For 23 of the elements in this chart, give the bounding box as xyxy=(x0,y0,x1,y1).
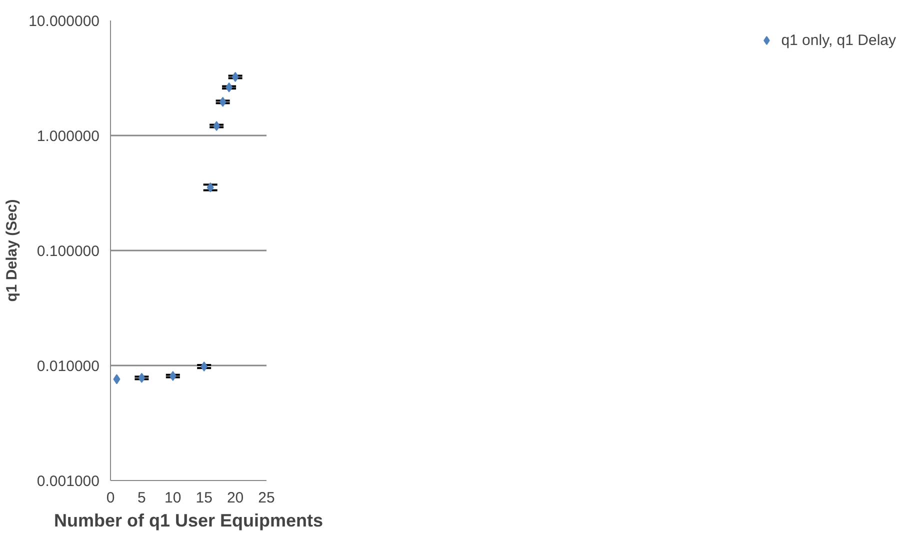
point xyxy=(169,371,176,382)
y-tick-label: 0.100000 xyxy=(36,243,100,260)
x-tick-label: 25 xyxy=(258,490,275,506)
y-tick-label: 0.010000 xyxy=(36,358,100,375)
point xyxy=(226,82,233,92)
point xyxy=(138,372,146,383)
point xyxy=(213,120,220,131)
legend-label: q1 only, q1 Delay xyxy=(781,32,896,48)
point xyxy=(206,182,214,192)
y-tick-label: 0.001000 xyxy=(36,473,100,490)
x-axis-title: Number of q1 User Equipments xyxy=(54,510,324,530)
y-tick-label: 1.000000 xyxy=(36,128,100,145)
point xyxy=(219,96,226,107)
x-tick-label: 15 xyxy=(196,490,212,506)
y-axis-title: q1 Delay (Sec) xyxy=(4,199,21,302)
x-tick-label: 10 xyxy=(164,490,182,506)
y-tick-label: 10.000000 xyxy=(28,13,100,30)
point xyxy=(232,72,239,82)
x-tick-label: 20 xyxy=(226,490,244,506)
x-tick-label: 5 xyxy=(138,490,146,506)
point xyxy=(200,362,208,372)
point xyxy=(113,374,120,384)
x-tick-label: 0 xyxy=(106,490,115,506)
